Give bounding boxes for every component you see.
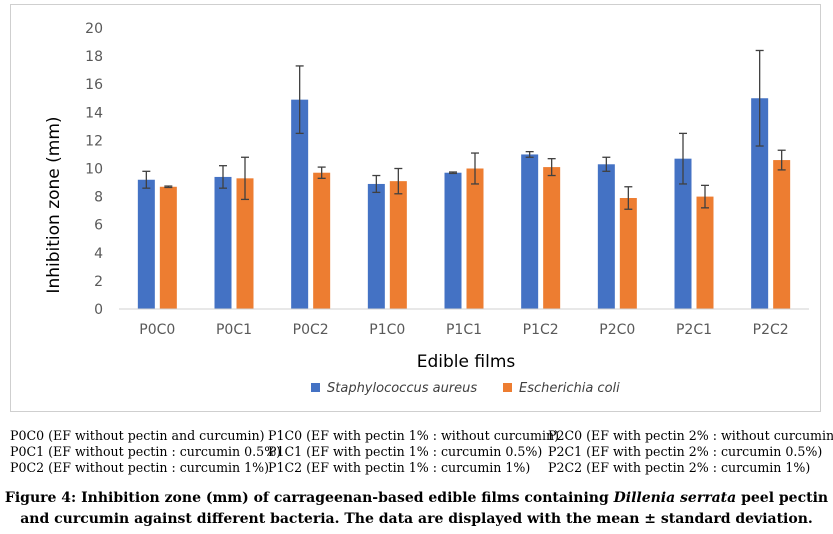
legend-swatch <box>311 383 320 392</box>
x-tick-label: P2C0 <box>599 322 635 338</box>
bar <box>521 154 539 309</box>
notes-column-3: P2C0 (EF with pectin 2% : without curcum… <box>548 428 833 476</box>
x-tick-label: P2C2 <box>753 322 789 338</box>
y-tick-label: 16 <box>85 77 103 93</box>
y-tick-label: 0 <box>94 302 103 318</box>
notes-column-1: P0C0 (EF without pectin and curcumin) P0… <box>10 428 281 476</box>
error-bars <box>142 49 786 210</box>
bars <box>137 98 791 309</box>
x-axis-ticks: P0C0 P0C1 P0C2 P1C0 P1C1 P1C2 P2C0 P2C1 P2C2 <box>139 322 788 338</box>
bar <box>367 183 385 309</box>
note-line: P1C0 (EF with pectin 1% : without curcum… <box>268 428 560 443</box>
caption-species: Dillenia serrata <box>613 490 737 506</box>
note-line: P0C1 (EF without pectin : curcumin 0.5%) <box>10 444 282 459</box>
x-tick-label: P0C0 <box>139 322 175 338</box>
x-axis-label: Edible films <box>417 352 516 372</box>
bar <box>619 198 637 309</box>
note-line: P1C1 (EF with pectin 1% : curcumin 0.5%) <box>268 444 543 459</box>
figure-caption: Figure 4: Inhibition zone (mm) of carrag… <box>0 488 833 530</box>
bar <box>214 176 232 309</box>
x-tick-label: P1C1 <box>446 322 482 338</box>
bar <box>236 178 254 309</box>
y-tick-label: 14 <box>85 105 103 121</box>
caption-suffix: peel pectin and curcumin against differe… <box>20 490 829 527</box>
y-tick-label: 4 <box>94 246 103 262</box>
x-tick-label: P0C2 <box>293 322 329 338</box>
bar-chart: 0 2 4 6 8 10 12 14 16 18 20 P0C0 P0C1 P0C2 P1C0 P1C1 P1… <box>44 21 809 396</box>
legend-swatch <box>503 383 512 392</box>
legend: Staphylococcus aureus Escherichia coli <box>311 381 620 396</box>
chart-frame: 0 2 4 6 8 10 12 14 16 18 20 P0C0 P0C1 P0C2 P1C0 P1C1 P1… <box>10 4 821 412</box>
bar <box>696 196 714 309</box>
y-tick-label: 6 <box>94 218 103 234</box>
bar <box>597 164 615 309</box>
note-line: P2C0 (EF with pectin 2% : without curcum… <box>548 428 833 443</box>
x-tick-label: P1C0 <box>369 322 405 338</box>
y-tick-label: 12 <box>85 133 103 149</box>
y-tick-label: 2 <box>94 274 103 290</box>
legend-label: Staphylococcus aureus <box>327 381 477 396</box>
x-tick-label: P2C1 <box>676 322 712 338</box>
y-axis-ticks: 0 2 4 6 8 10 12 14 16 18 20 <box>85 21 103 318</box>
note-line: P2C1 (EF with pectin 2% : curcumin 0.5%) <box>548 444 823 459</box>
y-tick-label: 20 <box>85 21 103 37</box>
caption-prefix: Figure 4: Inhibition zone (mm) of carrag… <box>4 490 614 506</box>
note-line: P2C2 (EF with pectin 2% : curcumin 1%) <box>548 460 811 475</box>
bar <box>773 160 791 309</box>
legend-label: Escherichia coli <box>519 381 620 396</box>
bar <box>389 181 407 309</box>
x-tick-label: P1C2 <box>523 322 559 338</box>
bar <box>751 98 769 309</box>
y-axis-label: Inhibition zone (mm) <box>44 116 64 293</box>
y-tick-label: 8 <box>94 190 103 206</box>
bar <box>159 186 177 309</box>
note-line: P1C2 (EF with pectin 1% : curcumin 1%) <box>268 460 531 475</box>
x-tick-label: P0C1 <box>216 322 252 338</box>
bar <box>444 172 462 309</box>
bar <box>674 158 692 309</box>
bar <box>466 168 484 309</box>
note-line: P0C0 (EF without pectin and curcumin) <box>10 428 265 443</box>
y-tick-label: 18 <box>85 49 103 65</box>
bar <box>543 167 561 309</box>
bar <box>291 99 309 309</box>
note-line: P0C2 (EF without pectin : curcumin 1%) <box>10 460 270 475</box>
bar <box>313 172 331 309</box>
y-tick-label: 10 <box>85 162 103 178</box>
bar <box>137 179 155 309</box>
notes-column-2: P1C0 (EF with pectin 1% : without curcum… <box>268 428 559 476</box>
